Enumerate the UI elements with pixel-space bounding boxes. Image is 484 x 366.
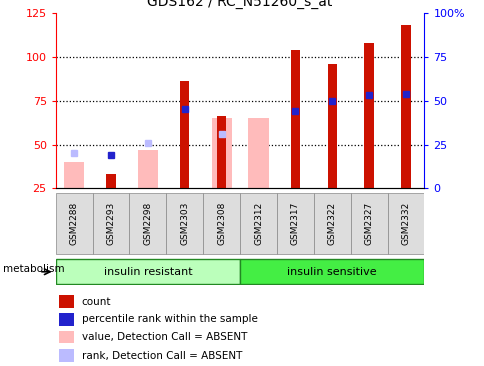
Bar (166, 193, 203, 254)
Bar (350, 193, 387, 254)
Bar (248, 118, 268, 188)
Text: GSM2288: GSM2288 (70, 202, 78, 245)
Text: rank, Detection Call = ABSENT: rank, Detection Call = ABSENT (81, 351, 242, 361)
Bar (60, 295, 74, 308)
Bar (60, 313, 74, 326)
Bar (180, 81, 189, 188)
Text: count: count (81, 296, 111, 307)
Bar (216, 116, 226, 188)
Bar (137, 150, 158, 188)
Bar (313, 193, 350, 254)
Text: metabolism: metabolism (3, 264, 64, 274)
Text: percentile rank within the sample: percentile rank within the sample (81, 314, 257, 324)
Text: insulin sensitive: insulin sensitive (287, 267, 376, 277)
Text: GSM2327: GSM2327 (364, 202, 373, 245)
Bar (327, 64, 336, 188)
Text: value, Detection Call = ABSENT: value, Detection Call = ABSENT (81, 332, 246, 342)
Bar (56, 259, 240, 284)
Text: GSM2312: GSM2312 (254, 202, 262, 245)
Bar (363, 43, 373, 188)
Bar (387, 193, 424, 254)
Text: GSM2322: GSM2322 (327, 202, 336, 245)
Text: GSM2298: GSM2298 (143, 202, 152, 245)
Text: insulin resistant: insulin resistant (104, 267, 192, 277)
Bar (64, 162, 84, 188)
Bar (129, 193, 166, 254)
Bar (400, 25, 409, 188)
Text: GSM2303: GSM2303 (180, 202, 189, 245)
Bar (106, 175, 115, 188)
Bar (92, 193, 129, 254)
Text: GSM2332: GSM2332 (401, 202, 409, 245)
Bar (211, 118, 231, 188)
Bar (276, 193, 313, 254)
Bar (290, 50, 299, 188)
Text: GSM2293: GSM2293 (106, 202, 115, 245)
Bar (203, 193, 240, 254)
Bar (60, 349, 74, 362)
Text: GSM2317: GSM2317 (290, 202, 299, 245)
Bar (60, 330, 74, 343)
Bar (240, 259, 424, 284)
Text: GSM2308: GSM2308 (217, 202, 226, 245)
Title: GDS162 / RC_N51260_s_at: GDS162 / RC_N51260_s_at (147, 0, 332, 9)
Bar (56, 193, 92, 254)
Bar (240, 193, 276, 254)
